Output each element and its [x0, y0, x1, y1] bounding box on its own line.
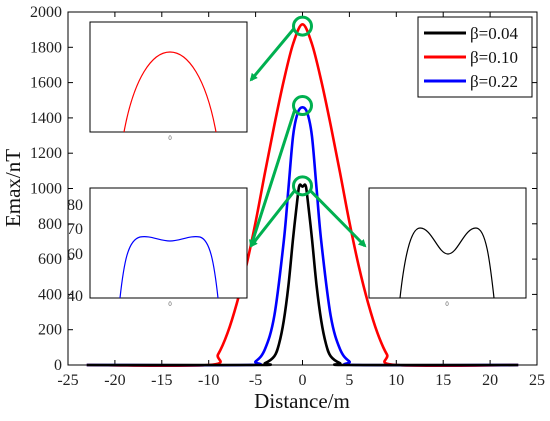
highlight-circle-0: [292, 15, 313, 37]
inset-red-curve: [123, 51, 217, 133]
y-tick-label-1: 200: [38, 322, 62, 339]
highlight-circle-1: [292, 95, 313, 117]
zoom-annotations: [249, 15, 367, 248]
legend-label-2: β=0.22: [470, 72, 518, 91]
zoom-arrow-0: [249, 28, 295, 82]
series-line-1: [86, 23, 519, 368]
y-tick-label-8: 1600: [30, 75, 62, 92]
series-line-2: [86, 106, 519, 367]
inset-black-zoom: 0: [368, 187, 527, 308]
inset-blue-tick: 0: [168, 302, 172, 308]
zoom-arrow-1: [249, 110, 296, 248]
inset-black-tick: 0: [445, 302, 449, 308]
inset-red-tick: 0: [168, 136, 172, 142]
inset-blue-ytick-2: 60: [67, 246, 83, 263]
y-tick-label-10: 2000: [30, 4, 62, 21]
zoom-arrow-3: [309, 189, 367, 248]
legend-label-0: β=0.04: [470, 24, 518, 43]
x-tick-label-10: 25: [529, 372, 545, 389]
inset-blue-ytick-0: 80: [67, 197, 83, 214]
x-tick-label-0: -25: [57, 372, 78, 389]
y-tick-label-3: 600: [38, 251, 62, 268]
series-line-0: [86, 183, 519, 367]
y-tick-label-7: 1400: [30, 110, 62, 127]
inset-red-zoom: 0: [89, 21, 248, 142]
x-tick-label-5: 0: [299, 372, 307, 389]
x-tick-label-3: -10: [198, 372, 219, 389]
highlight-circle-2: [292, 175, 313, 197]
x-tick-label-4: -5: [249, 372, 262, 389]
x-tick-label-1: -20: [104, 372, 125, 389]
axis-ticks: -25 -20 -15 -10 -5 0 5 10 15 20 250200400600800100…: [30, 4, 545, 389]
y-tick-label-9: 1800: [30, 39, 62, 56]
y-axis-label: Emax/nT: [1, 149, 25, 227]
zoom-arrow-2: [249, 189, 296, 248]
x-tick-label-2: -15: [151, 372, 172, 389]
legend: β=0.04 β=0.10 β=0.22: [417, 16, 533, 98]
inset-blue-ytick-1: 70: [67, 221, 83, 238]
inset-blue-frame: [89, 187, 248, 299]
legend-label-1: β=0.10: [470, 48, 518, 67]
y-tick-label-5: 1000: [30, 181, 62, 198]
y-tick-label-4: 800: [38, 216, 62, 233]
inset-blue-zoom: 80 70 60 40 0: [67, 187, 248, 308]
x-tick-label-9: 20: [482, 372, 498, 389]
inset-red-frame: [89, 21, 248, 133]
x-tick-label-8: 15: [435, 372, 451, 389]
inset-black-frame: [368, 187, 527, 299]
inset-blue-curve: [119, 235, 219, 299]
x-tick-label-7: 10: [388, 372, 404, 389]
x-axis-label: Distance/m: [254, 389, 350, 413]
y-tick-label-0: 0: [54, 357, 62, 374]
series-layer: [86, 23, 519, 368]
x-tick-label-6: 5: [345, 372, 353, 389]
y-tick-label-6: 1200: [30, 145, 62, 162]
inset-blue-ytick-3: 40: [67, 288, 83, 305]
y-tick-label-2: 400: [38, 286, 62, 303]
inset-black-curve: [399, 227, 495, 299]
